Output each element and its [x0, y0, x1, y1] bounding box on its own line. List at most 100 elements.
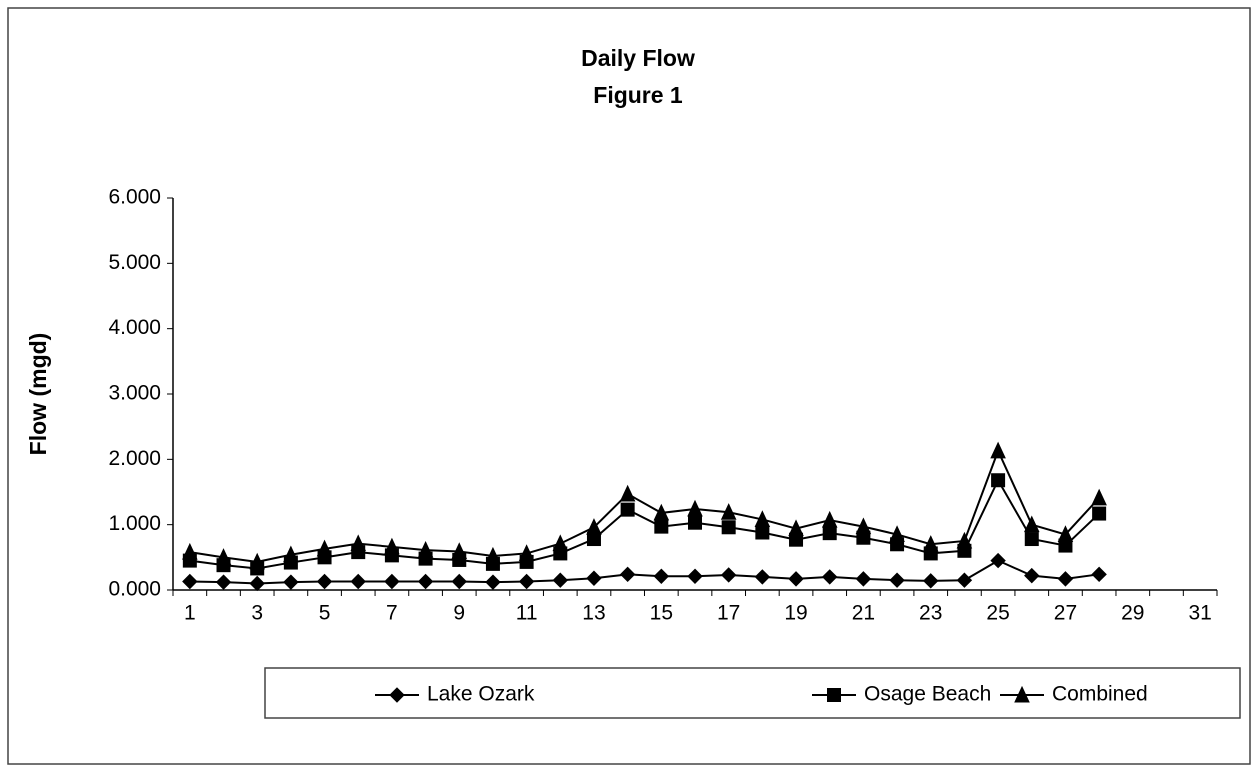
- legend-label: Osage Beach: [864, 683, 991, 706]
- legend-marker: [389, 687, 405, 703]
- x-tick-label: 1: [184, 602, 196, 625]
- legend-box: [264, 667, 1241, 719]
- y-tick-label: 6.000: [108, 186, 161, 209]
- x-tick-label: 27: [1054, 602, 1077, 625]
- data-point: [687, 568, 703, 584]
- y-axis-label: Flow (mgd): [25, 333, 51, 456]
- y-tick-label: 2.000: [108, 447, 161, 470]
- data-point: [653, 568, 670, 584]
- data-point: [552, 572, 568, 588]
- data-point: [586, 518, 602, 535]
- x-tick-label: 29: [1121, 602, 1144, 625]
- x-tick-label: 23: [919, 602, 942, 625]
- data-point: [1058, 538, 1073, 553]
- data-point: [688, 515, 702, 530]
- data-point: [1092, 506, 1107, 521]
- chart-border: [7, 7, 1251, 765]
- x-tick-label: 25: [986, 602, 1009, 625]
- y-tick-label: 0.000: [108, 578, 161, 601]
- data-point: [350, 534, 367, 552]
- data-point: [789, 532, 804, 547]
- legend-label: Lake Ozark: [427, 683, 535, 706]
- data-point: [249, 575, 265, 592]
- y-tick-label: 1.000: [108, 512, 161, 535]
- y-tick-label: 4.000: [108, 316, 161, 339]
- data-point: [249, 552, 265, 570]
- data-point: [1024, 567, 1040, 584]
- chart-subtitle: Figure 1: [593, 82, 683, 108]
- data-point: [586, 570, 602, 586]
- data-point: [754, 569, 771, 585]
- data-point: [889, 572, 905, 588]
- data-point: [182, 573, 198, 590]
- data-point: [485, 546, 501, 564]
- chart-title: Daily Flow: [581, 45, 695, 71]
- data-point: [316, 539, 333, 557]
- data-point: [417, 540, 434, 558]
- data-point: [518, 544, 535, 561]
- y-tick-label: 3.000: [108, 382, 161, 405]
- data-point: [518, 573, 535, 590]
- data-point: [619, 566, 636, 583]
- data-point: [720, 503, 737, 520]
- data-point: [956, 531, 973, 549]
- x-tick-label: 17: [717, 602, 740, 625]
- x-tick-label: 15: [650, 602, 673, 625]
- y-tick-label: 5.000: [108, 251, 161, 274]
- data-point: [821, 510, 838, 528]
- data-point: [754, 510, 771, 527]
- data-point: [1023, 515, 1040, 533]
- x-tick-label: 21: [852, 602, 875, 625]
- series-line: [189, 478, 1100, 570]
- data-point: [721, 520, 736, 535]
- data-point: [485, 574, 501, 590]
- data-point: [1057, 571, 1074, 587]
- data-point: [990, 552, 1006, 569]
- data-point: [619, 484, 636, 502]
- legend-marker: [1014, 685, 1030, 703]
- x-tick-label: 19: [784, 602, 807, 625]
- x-tick-label: 31: [1188, 602, 1211, 625]
- data-point: [417, 573, 434, 590]
- legend-marker: [827, 688, 841, 702]
- data-point: [788, 571, 804, 587]
- data-point: [1057, 525, 1074, 542]
- data-point: [283, 574, 299, 590]
- data-point: [215, 574, 232, 590]
- data-point: [316, 573, 333, 590]
- data-point: [653, 503, 670, 521]
- data-point: [1091, 566, 1107, 583]
- series-line: [189, 448, 1100, 563]
- x-tick-label: 7: [386, 602, 398, 625]
- data-point: [283, 545, 299, 563]
- data-point: [922, 535, 939, 552]
- data-point: [215, 548, 232, 565]
- x-tick-label: 3: [251, 602, 263, 625]
- data-point: [956, 572, 973, 588]
- data-point: [855, 517, 872, 535]
- data-point: [720, 567, 737, 583]
- data-point: [451, 542, 468, 559]
- data-point: [923, 573, 939, 589]
- data-point: [654, 519, 669, 534]
- data-point: [788, 519, 804, 537]
- data-point: [620, 502, 635, 517]
- data-point: [822, 526, 837, 541]
- data-point: [451, 573, 467, 590]
- data-point: [990, 441, 1006, 459]
- data-point: [552, 534, 569, 552]
- data-point: [182, 542, 198, 560]
- x-tick-label: 5: [319, 602, 331, 625]
- data-point: [822, 569, 838, 585]
- data-point: [687, 499, 703, 517]
- data-point: [889, 525, 905, 542]
- series-line: [189, 559, 1100, 585]
- data-point: [1091, 488, 1107, 506]
- x-tick-label: 11: [516, 602, 538, 625]
- data-point: [855, 571, 872, 587]
- data-point: [856, 530, 871, 545]
- data-point: [1024, 532, 1039, 547]
- x-tick-label: 13: [582, 602, 605, 625]
